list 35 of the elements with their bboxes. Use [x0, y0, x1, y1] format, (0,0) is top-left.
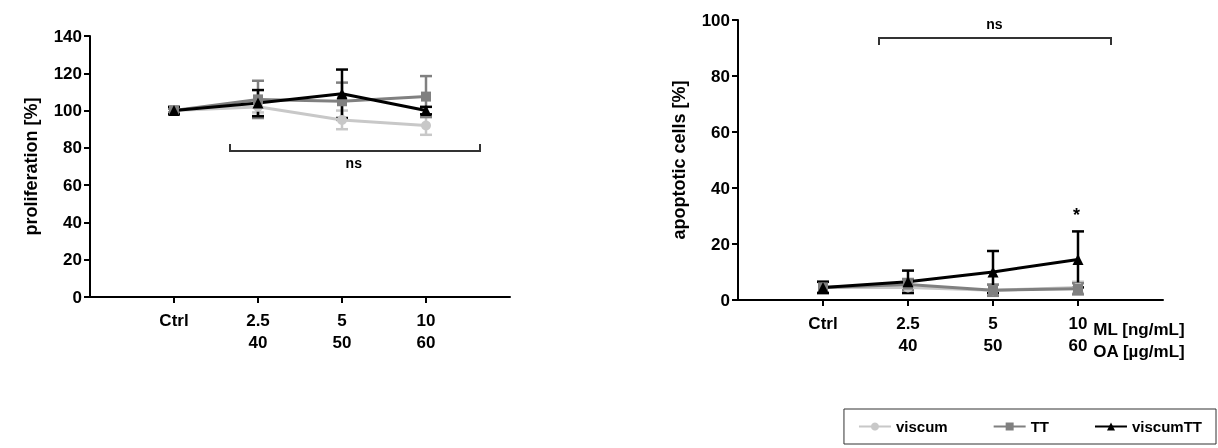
annotation: ns: [986, 15, 1003, 32]
legend-label: viscum: [895, 418, 948, 435]
y-tick-label: 0: [72, 287, 82, 307]
point: [421, 120, 431, 131]
x-tick-label: 5 50: [983, 313, 1003, 355]
legend-label: viscumTT: [1131, 418, 1203, 435]
annotation: ns: [345, 154, 363, 171]
y-tick-label: 40: [63, 212, 82, 232]
y-tick-label: 40: [711, 178, 730, 198]
x-tick-label: 5 50: [332, 310, 352, 352]
y-tick-label: 100: [53, 101, 82, 121]
y-tick-label: 60: [63, 175, 82, 195]
y-tick-label: 20: [63, 250, 82, 270]
y-axis-title: apoptotic cells [%]: [669, 80, 689, 240]
x-tick-label: 2.5 40: [246, 310, 270, 352]
point: [421, 91, 431, 102]
point: [252, 97, 264, 109]
x-axis-title: ML [ng/mL] OA [µg/mL]: [1093, 319, 1185, 361]
x-tick-label: Ctrl: [159, 310, 189, 330]
y-axis-title: proliferation [%]: [21, 97, 41, 236]
y-tick-label: 20: [711, 234, 730, 254]
x-tick-label: 2.5 40: [896, 313, 920, 355]
y-tick-label: 140: [53, 26, 82, 46]
y-tick-label: 80: [63, 138, 82, 158]
legend-label: TT: [1030, 418, 1049, 435]
y-tick-label: 60: [711, 122, 730, 142]
y-tick-label: 100: [701, 10, 730, 30]
x-tick-label: 10 60: [1068, 313, 1088, 355]
x-tick-label: 10 60: [416, 310, 436, 352]
y-tick-label: 120: [53, 63, 82, 83]
y-tick-label: 80: [711, 66, 730, 86]
annotation: *: [1073, 205, 1081, 225]
point: [337, 114, 347, 125]
x-tick-label: Ctrl: [808, 313, 838, 333]
y-tick-label: 0: [720, 290, 730, 310]
